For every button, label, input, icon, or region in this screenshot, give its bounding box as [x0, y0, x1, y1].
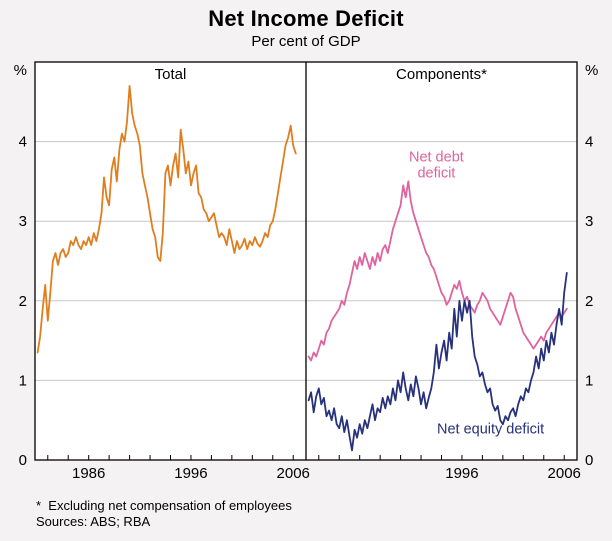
y-tick-label-left: 4 [19, 134, 27, 151]
series-label-net-equity-deficit: Net equity deficit [437, 422, 544, 438]
x-tick-label: 1996 [174, 465, 207, 482]
y-tick-label-right: 4 [585, 134, 593, 151]
series-line-net-equity-deficit [307, 271, 568, 452]
footnote-asterisk: * Excluding net compensation of employee… [36, 498, 292, 513]
y-tick-label-left: 0 [19, 452, 27, 469]
footnote-sources: Sources: ABS; RBA [36, 514, 151, 529]
y-axis-unit-right: % [585, 62, 598, 79]
y-tick-label-right: 3 [585, 213, 593, 230]
series-line-net-debt-deficit [307, 180, 568, 362]
y-tick-label-left: 2 [19, 293, 27, 310]
panel-title-components: Components* [396, 66, 487, 83]
panel-title-total: Total [155, 66, 187, 83]
chart-title: Net Income Deficit [208, 6, 404, 31]
x-tick-label: 2006 [277, 465, 310, 482]
x-tick-label: 2006 [548, 465, 581, 482]
y-tick-label-right: 0 [585, 452, 593, 469]
series-label-net-debt-deficit: Net debt [409, 150, 464, 166]
series-line-total [36, 85, 297, 354]
y-tick-label-left: 3 [19, 213, 27, 230]
y-tick-label-right: 2 [585, 293, 593, 310]
series-label-net-debt-deficit: deficit [417, 166, 455, 182]
x-tick-label: 1986 [72, 465, 105, 482]
y-axis-unit-left: % [14, 62, 27, 79]
chart-subtitle: Per cent of GDP [251, 33, 361, 50]
y-tick-label-left: 1 [19, 372, 27, 389]
x-tick-label: 1996 [445, 465, 478, 482]
y-tick-label-right: 1 [585, 372, 593, 389]
